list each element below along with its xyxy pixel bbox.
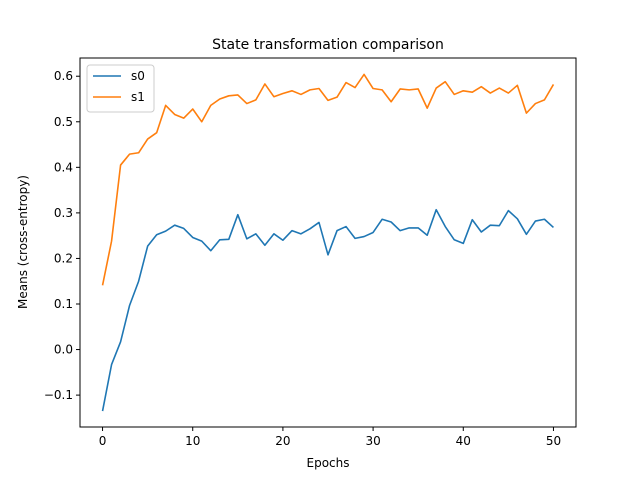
legend-label-s1: s1 (131, 90, 145, 104)
y-tick-label: 0.1 (54, 297, 73, 311)
y-tick-label: −0.1 (44, 388, 73, 402)
y-tick-label: 0.3 (54, 206, 73, 220)
y-tick-label: 0.4 (54, 160, 73, 174)
y-tick-label: 0.0 (54, 343, 73, 357)
x-tick-label: 0 (99, 434, 107, 448)
y-axis-label: Means (cross-entropy) (16, 175, 30, 309)
y-tick-label: 0.2 (54, 251, 73, 265)
x-tick-label: 50 (546, 434, 561, 448)
x-tick-label: 30 (365, 434, 380, 448)
series-layer (101, 73, 555, 412)
y-axis-ticks: −0.1 0.0 0.1 0.2 0.3 0.4 0.5 0.6 (44, 69, 80, 402)
y-tick-label: 0.6 (54, 69, 73, 83)
chart-title: State transformation comparison (212, 37, 444, 53)
x-axis-label: Epochs (307, 456, 350, 470)
legend: s0 s1 (86, 64, 155, 113)
legend-label-s0: s0 (131, 69, 145, 83)
series-line-s1 (101, 73, 555, 286)
y-tick-label: 0.5 (54, 115, 73, 129)
series-line-s0 (101, 208, 554, 412)
x-axis-ticks: 0 10 20 30 40 50 (99, 427, 561, 448)
x-tick-label: 10 (185, 434, 200, 448)
plot-frame (79, 57, 577, 428)
x-tick-label: 40 (456, 434, 471, 448)
x-tick-label: 20 (275, 434, 290, 448)
